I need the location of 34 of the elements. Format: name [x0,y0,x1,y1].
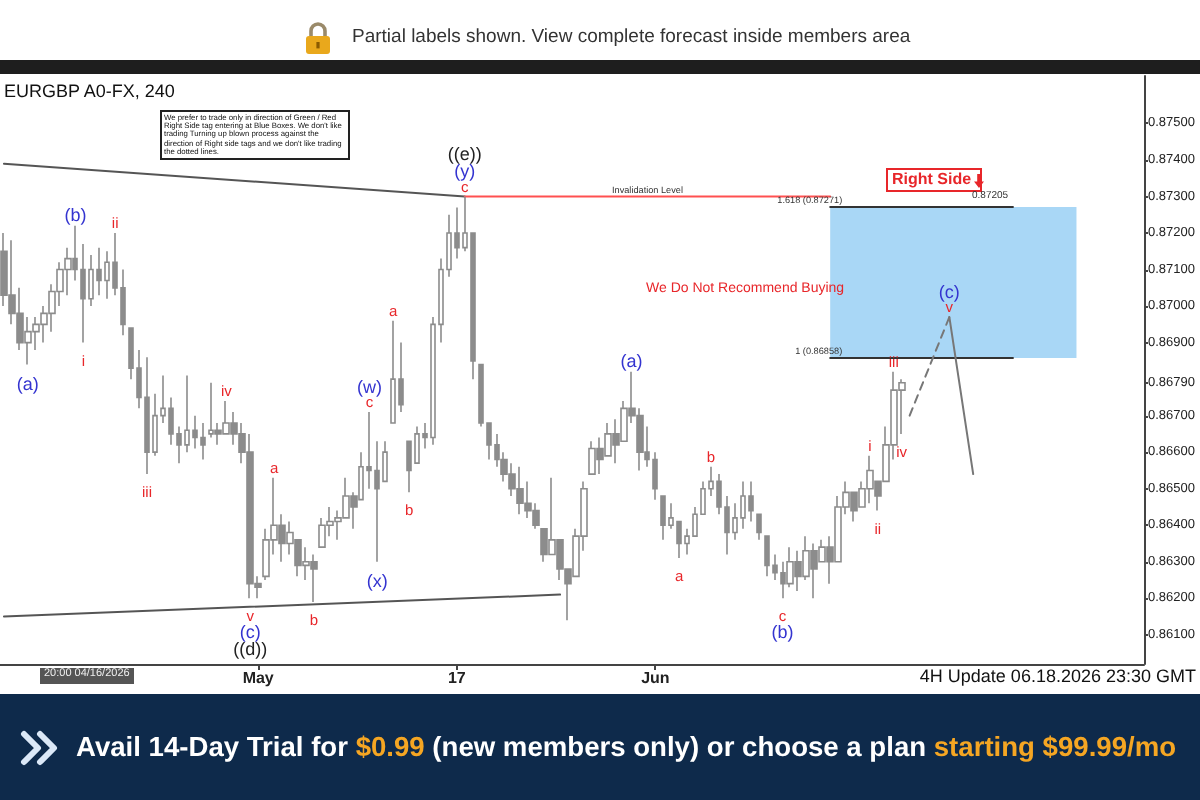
annotation: (w) [356,376,382,397]
candlestick [748,480,754,523]
annotation: (y) [454,161,476,182]
candlestick [866,455,874,505]
x-tick-label: Jun [641,669,670,687]
chart-title: EURGBP A0-FX, 240 [4,81,175,101]
annotation: (b) [64,204,87,225]
candlestick [144,356,150,475]
candlestick [588,440,596,475]
candlestick [756,513,762,541]
text: Partial labels shown. View complete forecast inside members area [352,25,911,48]
annotation: (a) [16,373,39,394]
annotation: (b) [771,621,794,642]
annotation: (x) [366,570,388,591]
candlestick [208,381,214,439]
candlestick [310,553,318,603]
annotation: ((e)) [447,144,482,165]
candlestick [516,465,524,516]
text: $0.99 [353,732,425,762]
text: 4H Update 06.18.2026 23:30 GMT [919,666,1196,686]
text: Avail 14-Day Trial for [76,732,348,762]
annotation: (a) [620,350,643,371]
candlestick [390,319,396,424]
text: (new members only) or choose a plan [430,732,927,762]
annotation: (c) [938,281,960,302]
candlestick [660,495,666,541]
text: starting $99.99/mo [931,732,1177,762]
annotation: Right Side [892,170,972,188]
x-tick-label: May [242,669,275,687]
candlestick [764,535,770,578]
candlestick [200,422,206,461]
x-tick-label: 17 [447,669,467,687]
candlestick [810,542,818,600]
annotation: (c) [239,621,261,642]
